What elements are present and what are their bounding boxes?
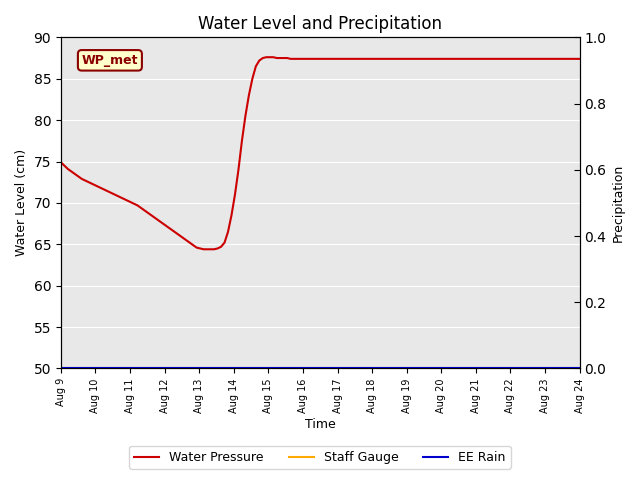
Water Pressure	[492, 56, 500, 62]
EE Rain	[576, 366, 584, 372]
EE Rain	[349, 366, 357, 372]
Water Pressure	[335, 56, 343, 62]
Water Pressure	[231, 192, 239, 197]
EE Rain	[57, 366, 65, 372]
Water Pressure	[57, 159, 65, 165]
Water Pressure	[422, 56, 430, 62]
EE Rain	[415, 366, 423, 372]
EE Rain	[262, 366, 270, 372]
Staff Gauge	[485, 366, 493, 372]
Y-axis label: Precipitation: Precipitation	[612, 164, 625, 242]
Staff Gauge	[415, 366, 423, 372]
EE Rain	[228, 366, 236, 372]
X-axis label: Time: Time	[305, 419, 335, 432]
Water Pressure	[356, 56, 364, 62]
Legend: Water Pressure, Staff Gauge, EE Rain: Water Pressure, Staff Gauge, EE Rain	[129, 446, 511, 469]
Staff Gauge	[328, 366, 336, 372]
Staff Gauge	[57, 366, 65, 372]
Y-axis label: Water Level (cm): Water Level (cm)	[15, 149, 28, 256]
Text: WP_met: WP_met	[82, 54, 138, 67]
EE Rain	[485, 366, 493, 372]
Staff Gauge	[576, 366, 584, 372]
Water Pressure	[262, 54, 270, 60]
Water Pressure	[576, 56, 584, 62]
Water Pressure	[200, 246, 207, 252]
Title: Water Level and Precipitation: Water Level and Precipitation	[198, 15, 442, 33]
Line: Water Pressure: Water Pressure	[61, 57, 580, 249]
Water Pressure	[269, 54, 277, 60]
Staff Gauge	[349, 366, 357, 372]
Staff Gauge	[228, 366, 236, 372]
EE Rain	[328, 366, 336, 372]
Staff Gauge	[262, 366, 270, 372]
